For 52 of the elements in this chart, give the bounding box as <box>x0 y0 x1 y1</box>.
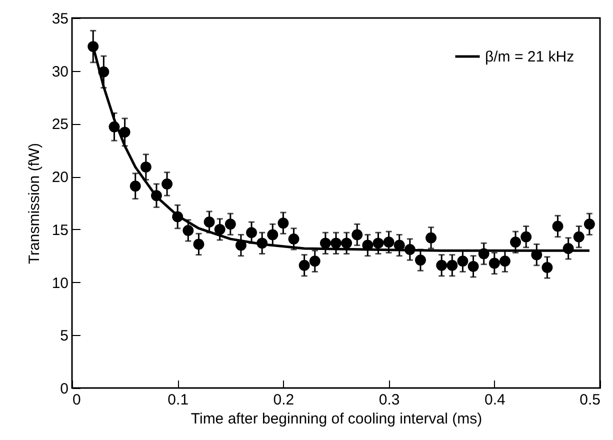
point <box>584 218 595 230</box>
x-tick-label: 0.5 <box>580 392 600 408</box>
x-tick-label: 0 <box>72 392 81 408</box>
y-axis-title: Transmission (fW) <box>26 142 43 264</box>
x-tick-label: 0.2 <box>273 392 294 408</box>
point <box>278 218 289 229</box>
point <box>415 254 426 266</box>
point <box>182 225 194 236</box>
point <box>352 229 363 240</box>
point <box>309 256 320 267</box>
x-axis-title: Time after beginning of cooling interval (ms) <box>190 410 482 428</box>
y-tick-label: 15 <box>52 222 68 239</box>
point <box>372 238 384 249</box>
point <box>119 126 130 138</box>
point <box>488 258 500 269</box>
point <box>246 227 257 238</box>
y-tick-label: 35 <box>52 10 68 28</box>
point <box>436 260 448 271</box>
point <box>130 180 141 192</box>
y-tick-label: 0 <box>60 380 68 398</box>
point <box>446 260 458 271</box>
y-tick-label: 25 <box>52 116 68 134</box>
point <box>162 178 173 190</box>
point <box>499 256 510 267</box>
x-tick-label: 0.4 <box>484 392 506 408</box>
y-tick-label: 20 <box>52 169 68 186</box>
point <box>204 216 215 228</box>
point <box>214 224 226 235</box>
point <box>320 238 331 249</box>
point <box>383 236 394 248</box>
point <box>468 260 479 272</box>
legend-label: β/m = 21 kHz <box>485 48 574 66</box>
point <box>552 220 564 232</box>
y-tick-label: 30 <box>52 63 68 80</box>
point <box>542 262 553 273</box>
point <box>573 231 584 242</box>
point <box>140 162 152 173</box>
point <box>193 238 204 250</box>
point <box>520 231 532 242</box>
y-tick-label: 5 <box>60 328 68 345</box>
x-tick-label: 0.1 <box>168 392 189 408</box>
point <box>267 229 278 240</box>
point <box>288 233 300 244</box>
point <box>224 218 236 230</box>
point <box>341 238 352 249</box>
y-tick-label: 10 <box>52 274 68 292</box>
point <box>426 232 437 244</box>
point <box>298 260 310 271</box>
x-tick-label: 0.3 <box>378 392 400 408</box>
point <box>330 238 342 249</box>
point <box>510 236 521 248</box>
point <box>457 256 468 267</box>
